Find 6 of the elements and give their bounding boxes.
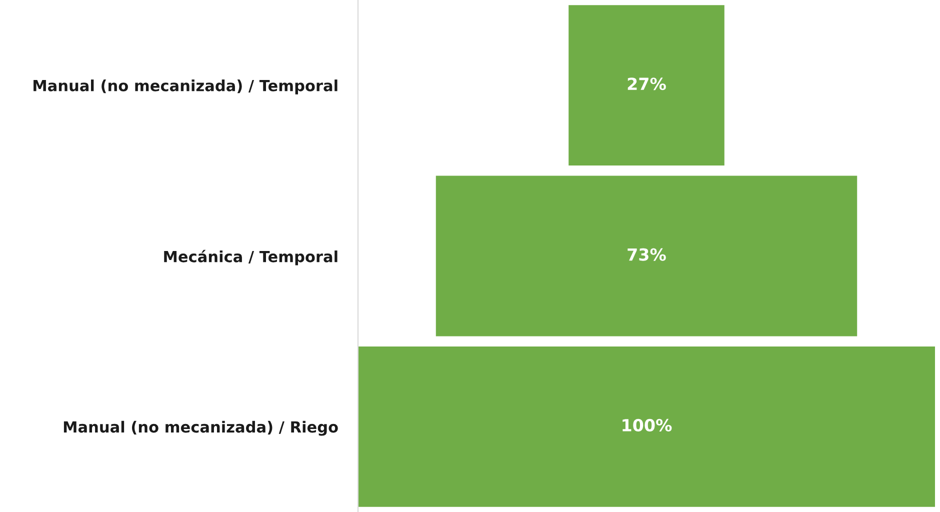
- category-label: Manual (no mecanizada) / Temporal: [34, 80, 338, 94]
- category-label: Manual (no mecanizada) / Riego: [64, 420, 338, 436]
- data-label: 100%: [622, 418, 672, 432]
- data-label: 27%: [628, 78, 666, 90]
- category-label: Mecánica / Temporal: [164, 250, 338, 266]
- data-label: 73%: [628, 248, 666, 261]
